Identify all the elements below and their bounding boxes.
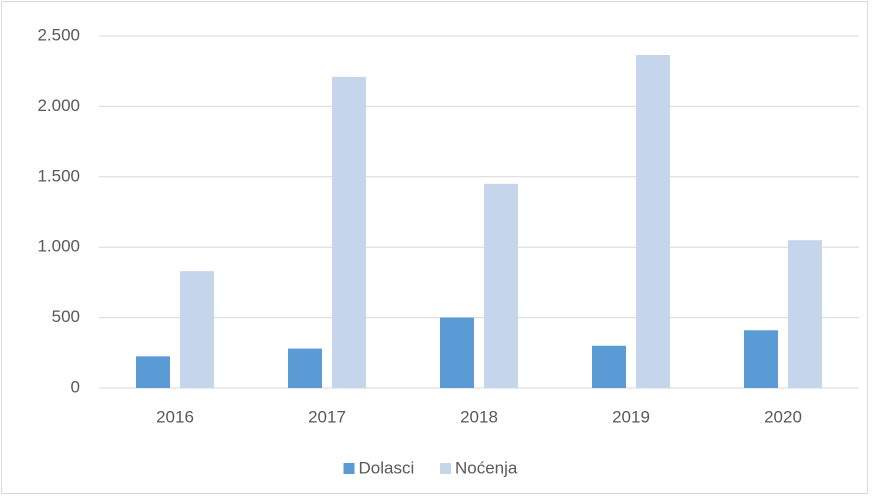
- bar: [288, 348, 322, 388]
- bar: [788, 240, 822, 388]
- y-tick-label: 2.000: [37, 96, 80, 115]
- y-tick-label: 500: [52, 307, 80, 326]
- y-tick-label: 2.500: [37, 25, 80, 44]
- x-tick-label: 2017: [308, 407, 346, 426]
- x-tick-label: 2020: [764, 407, 802, 426]
- bar: [180, 271, 214, 388]
- y-tick-label: 1.500: [37, 166, 80, 185]
- bar: [332, 76, 366, 388]
- bar: [440, 317, 474, 388]
- bar: [636, 55, 670, 389]
- bar: [484, 183, 518, 388]
- legend-label: Noćenja: [455, 458, 518, 477]
- legend-label: Dolasci: [359, 458, 415, 477]
- y-tick-label: 0: [71, 377, 80, 396]
- legend-swatch: [343, 463, 355, 474]
- y-tick-label: 1.000: [37, 237, 80, 256]
- x-tick-label: 2016: [156, 407, 194, 426]
- bar: [136, 356, 170, 388]
- bar: [744, 330, 778, 388]
- x-tick-label: 2018: [460, 407, 498, 426]
- bar: [592, 345, 626, 388]
- legend-swatch: [440, 463, 451, 474]
- x-tick-label: 2019: [612, 407, 650, 426]
